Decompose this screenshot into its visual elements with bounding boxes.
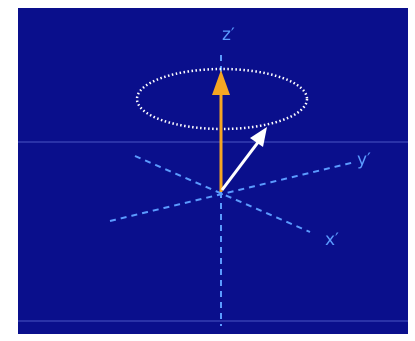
precession-orbit [135, 67, 309, 131]
y-axis-label: y′ [357, 150, 371, 170]
y-axis [109, 161, 356, 222]
z-axis-label: z′ [222, 25, 235, 45]
x-axis-label: x′ [325, 230, 339, 250]
precessing-vector-shaft [220, 140, 261, 191]
diagram-panel [18, 8, 408, 334]
x-axis [134, 155, 311, 233]
precessing-vector-arrowhead [250, 127, 267, 147]
magnetization-vector-arrowhead [212, 70, 230, 95]
